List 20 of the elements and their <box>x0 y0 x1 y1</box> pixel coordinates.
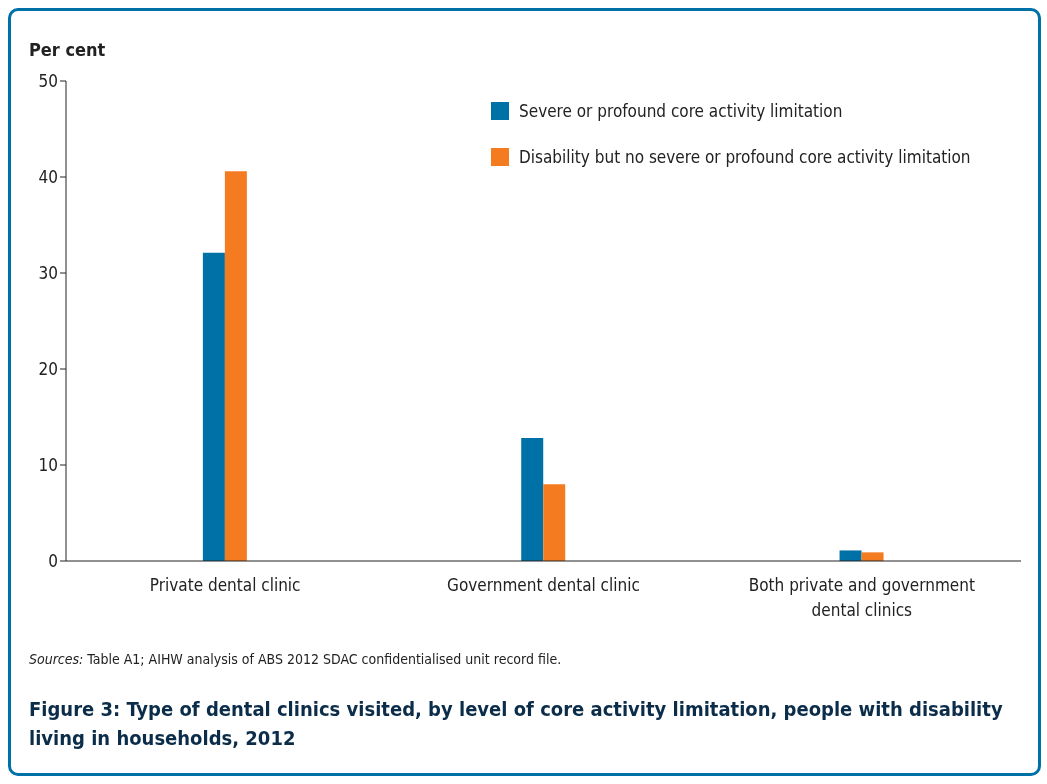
y-tick-label: 10 <box>38 455 58 476</box>
y-tick-label: 50 <box>38 71 58 92</box>
y-axis-title: Per cent <box>29 39 106 60</box>
bar <box>861 552 884 561</box>
x-tick-label: Private dental clinic <box>149 575 301 595</box>
legend-label: Severe or profound core activity limitation <box>519 101 843 121</box>
bar <box>521 438 544 561</box>
y-tick-label: 30 <box>38 263 58 284</box>
y-tick-label: 0 <box>48 551 58 572</box>
text: Figure 3: Type of dental clinics visited, by level of core activity limitation, people with disability living in households, 2012 <box>29 696 1004 752</box>
bar <box>202 252 225 561</box>
bar <box>543 484 566 561</box>
source-note: Sources: Table A1; AIHW analysis of ABS 2012 SDAC confidentialised unit record file. <box>29 651 563 667</box>
legend-label: Disability but no severe or profound core activity limitation <box>519 147 971 167</box>
x-tick-label: Both private and government dental clinics <box>748 575 975 620</box>
y-tick-label: 20 <box>38 359 58 380</box>
bar <box>839 550 862 561</box>
x-tick-label: Government dental clinic <box>447 575 640 595</box>
bar <box>224 171 247 561</box>
y-tick-label: 40 <box>38 167 58 188</box>
